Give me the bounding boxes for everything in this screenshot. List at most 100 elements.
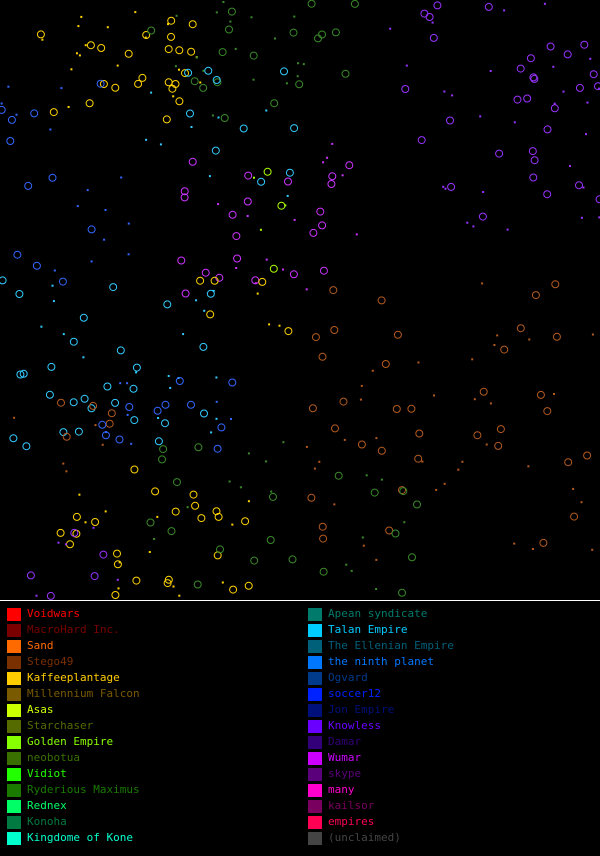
legend-item[interactable]: Stego49 — [7, 654, 140, 670]
planet-marker[interactable] — [228, 378, 237, 387]
star-marker[interactable] — [35, 594, 38, 597]
star-marker[interactable] — [552, 65, 555, 68]
star-marker[interactable] — [442, 185, 445, 188]
planet-marker[interactable] — [318, 30, 326, 39]
star-marker[interactable] — [235, 267, 238, 269]
star-marker[interactable] — [77, 25, 80, 28]
planet-marker[interactable] — [129, 384, 138, 393]
planet-marker[interactable] — [163, 579, 172, 588]
planet-marker[interactable] — [307, 493, 316, 502]
star-marker[interactable] — [234, 47, 237, 50]
star-marker[interactable] — [506, 228, 509, 231]
star-marker[interactable] — [217, 116, 220, 119]
star-marker[interactable] — [84, 44, 87, 47]
star-marker[interactable] — [431, 21, 434, 24]
planet-marker[interactable] — [132, 363, 141, 372]
planet-marker[interactable] — [124, 49, 133, 58]
planet-marker[interactable] — [200, 409, 208, 418]
star-marker[interactable] — [435, 488, 438, 491]
star-marker[interactable] — [78, 54, 81, 57]
star-marker[interactable] — [365, 474, 368, 477]
planet-marker[interactable] — [189, 490, 198, 499]
star-marker[interactable] — [380, 478, 383, 481]
star-marker[interactable] — [175, 14, 178, 17]
planet-marker[interactable] — [111, 591, 120, 599]
star-marker[interactable] — [598, 216, 600, 219]
planet-marker[interactable] — [191, 501, 200, 510]
planet-marker[interactable] — [111, 83, 120, 92]
planet-marker[interactable] — [161, 400, 170, 409]
planet-marker[interactable] — [125, 403, 134, 411]
planet-marker[interactable] — [425, 13, 434, 21]
star-marker[interactable] — [403, 521, 406, 524]
planet-marker[interactable] — [289, 28, 298, 37]
star-marker[interactable] — [195, 299, 198, 302]
legend-item[interactable]: Rednex — [7, 798, 140, 814]
legend-item[interactable]: Damar — [308, 734, 454, 750]
planet-marker[interactable] — [570, 512, 579, 521]
star-marker[interactable] — [60, 87, 63, 90]
star-marker[interactable] — [144, 36, 147, 39]
planet-marker[interactable] — [167, 527, 176, 536]
star-marker[interactable] — [41, 38, 44, 41]
planet-marker[interactable] — [309, 228, 318, 237]
star-marker[interactable] — [247, 452, 250, 455]
planet-marker[interactable] — [269, 264, 278, 273]
star-marker[interactable] — [331, 142, 334, 145]
star-marker[interactable] — [104, 510, 107, 513]
planet-marker[interactable] — [99, 80, 108, 88]
planet-marker[interactable] — [151, 487, 160, 496]
legend-item[interactable]: Voidwars — [7, 606, 140, 622]
legend-item[interactable]: skype — [308, 766, 454, 782]
star-marker[interactable] — [231, 523, 234, 526]
star-marker[interactable] — [389, 27, 392, 30]
planet-marker[interactable] — [530, 156, 539, 165]
planet-marker[interactable] — [446, 116, 454, 125]
star-marker[interactable] — [553, 102, 556, 105]
star-marker[interactable] — [80, 15, 83, 18]
planet-marker[interactable] — [199, 342, 208, 351]
planet-marker[interactable] — [193, 580, 202, 589]
star-marker[interactable] — [215, 376, 218, 379]
planet-marker[interactable] — [212, 507, 221, 516]
planet-marker[interactable] — [187, 400, 195, 409]
planet-marker[interactable] — [377, 296, 386, 305]
planet-marker[interactable] — [181, 289, 190, 298]
planet-marker[interactable] — [177, 256, 186, 265]
planet-marker[interactable] — [210, 276, 219, 285]
planet-marker[interactable] — [154, 437, 163, 446]
star-marker[interactable] — [270, 490, 273, 493]
planet-marker[interactable] — [214, 512, 223, 521]
star-marker[interactable] — [569, 165, 571, 167]
planet-marker[interactable] — [158, 455, 166, 464]
star-marker[interactable] — [229, 20, 232, 23]
star-marker[interactable] — [103, 238, 106, 241]
star-marker[interactable] — [513, 121, 516, 124]
planet-marker[interactable] — [47, 362, 56, 371]
planet-marker[interactable] — [284, 327, 293, 336]
planet-marker[interactable] — [398, 588, 406, 597]
planet-marker[interactable] — [266, 536, 275, 544]
star-marker[interactable] — [457, 468, 460, 471]
star-marker[interactable] — [513, 542, 516, 545]
star-marker[interactable] — [78, 493, 81, 496]
planet-marker[interactable] — [329, 286, 338, 295]
planet-marker[interactable] — [162, 115, 171, 124]
legend-item[interactable]: Jon Empire — [308, 702, 454, 718]
star-marker[interactable] — [106, 26, 109, 29]
star-marker[interactable] — [341, 174, 344, 177]
planet-marker[interactable] — [161, 419, 169, 428]
planet-marker[interactable] — [180, 193, 189, 202]
star-marker[interactable] — [282, 441, 285, 444]
star-marker[interactable] — [86, 189, 89, 192]
star-marker[interactable] — [65, 470, 68, 473]
star-marker[interactable] — [417, 361, 420, 364]
planet-marker[interactable] — [280, 67, 288, 76]
star-marker[interactable] — [53, 269, 56, 272]
planet-marker[interactable] — [523, 94, 532, 103]
star-marker[interactable] — [101, 443, 104, 446]
planet-marker[interactable] — [594, 82, 600, 91]
legend-item[interactable]: Apean syndicate — [308, 606, 454, 622]
star-marker[interactable] — [580, 216, 583, 219]
planet-marker[interactable] — [48, 173, 57, 182]
